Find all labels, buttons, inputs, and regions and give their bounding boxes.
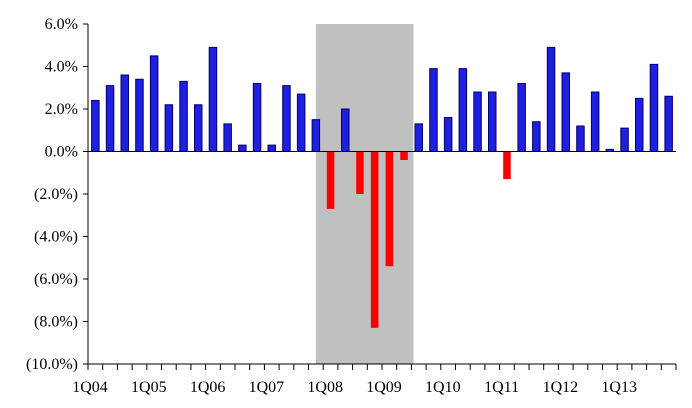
bar-1Q12 bbox=[561, 72, 570, 152]
bar-4Q10 bbox=[488, 91, 497, 152]
bar-1Q10 bbox=[443, 117, 453, 152]
y-tick-label: 6.0% bbox=[45, 16, 78, 33]
bar-1Q06 bbox=[208, 46, 218, 152]
bar-1Q11 bbox=[503, 151, 511, 180]
axes bbox=[83, 23, 677, 370]
y-tick-label: (8.0%) bbox=[34, 314, 78, 331]
bar-4Q13 bbox=[664, 95, 673, 152]
bar-2Q12 bbox=[576, 125, 585, 152]
bar-3Q11 bbox=[532, 121, 541, 152]
x-tick-label: 1Q13 bbox=[601, 379, 637, 396]
y-tick-label: (6.0%) bbox=[34, 271, 78, 288]
bar-2Q05 bbox=[164, 104, 174, 152]
y-tick-label: 0.0% bbox=[45, 144, 78, 161]
bar-4Q11 bbox=[546, 46, 556, 152]
x-tick-label: 1Q05 bbox=[131, 379, 167, 396]
x-tick-label: 1Q11 bbox=[484, 379, 519, 396]
bar-1Q09 bbox=[385, 151, 394, 267]
bar-2Q13 bbox=[635, 97, 644, 152]
bar-4Q07 bbox=[311, 119, 321, 152]
bar-3Q08 bbox=[356, 151, 364, 194]
bar-4Q06 bbox=[252, 83, 262, 152]
y-tick-label: 4.0% bbox=[45, 59, 78, 76]
y-tick-label: 2.0% bbox=[45, 101, 78, 118]
bar-3Q06 bbox=[238, 144, 247, 152]
x-tick-label: 1Q04 bbox=[72, 379, 108, 396]
tick-labels: 6.0% 4.0% 2.0% 0.0% (2.0%) (4.0%) (6.0%) (8.0%)… bbox=[26, 16, 637, 396]
x-tick-label: 1Q07 bbox=[249, 379, 285, 396]
bar-4Q09 bbox=[429, 68, 438, 152]
bar-2Q07 bbox=[282, 85, 291, 152]
bar-2Q04 bbox=[105, 85, 115, 152]
bar-4Q05 bbox=[194, 104, 203, 152]
bar-2Q08 bbox=[341, 108, 350, 152]
bar-3Q07 bbox=[296, 93, 306, 152]
x-tick-label: 1Q10 bbox=[425, 379, 461, 396]
bar-2Q06 bbox=[223, 123, 232, 152]
bar-3Q13 bbox=[649, 63, 659, 152]
bar-3Q04 bbox=[120, 74, 129, 152]
x-tick-label: 1Q08 bbox=[307, 379, 343, 396]
bar-1Q13 bbox=[620, 127, 629, 152]
y-tick-label: (4.0%) bbox=[34, 229, 78, 246]
bar-4Q08 bbox=[370, 151, 379, 328]
bar-1Q08 bbox=[326, 151, 335, 209]
bar-2Q09 bbox=[400, 151, 408, 160]
x-tick-label: 1Q06 bbox=[190, 379, 226, 396]
bar-1Q07 bbox=[267, 144, 276, 152]
x-tick-label: 1Q09 bbox=[366, 379, 402, 396]
y-tick-label: (10.0%) bbox=[26, 356, 78, 373]
bar-2Q10 bbox=[458, 68, 468, 152]
bar-3Q10 bbox=[473, 91, 482, 152]
bar-3Q05 bbox=[179, 80, 188, 152]
bar-1Q05 bbox=[149, 55, 159, 152]
bar-3Q12 bbox=[590, 91, 600, 152]
bar-3Q09 bbox=[414, 123, 423, 152]
x-tick-label: 1Q12 bbox=[543, 379, 579, 396]
y-tick-label: (2.0%) bbox=[34, 186, 78, 203]
bar-2Q11 bbox=[517, 83, 526, 152]
bar-1Q04 bbox=[91, 100, 100, 152]
bar-4Q04 bbox=[135, 78, 144, 152]
